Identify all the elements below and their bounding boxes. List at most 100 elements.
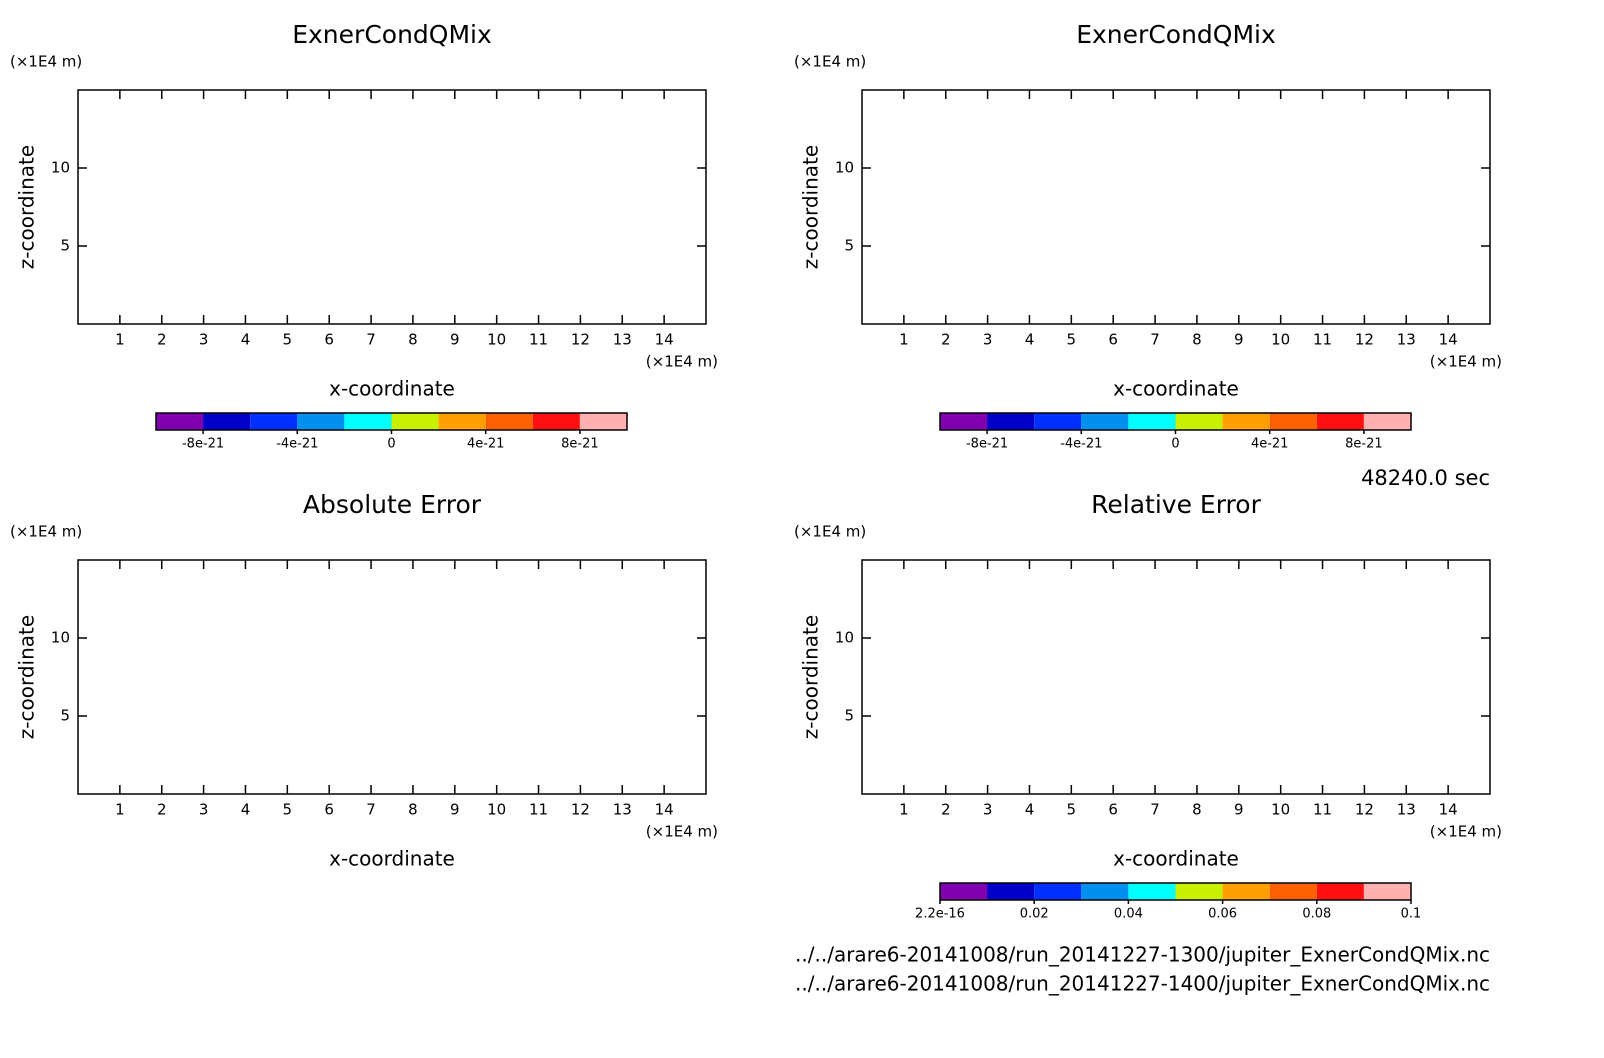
file-path: ../../arare6-20141008/run_20141227-1300/…: [795, 943, 1490, 967]
colorbar-swatch: [250, 413, 298, 430]
colorbar-tick-label: 2.2e-16: [915, 907, 965, 922]
x-axis-label: x-coordinate: [1113, 847, 1239, 871]
x-tick-label: 6: [1108, 801, 1118, 819]
y-tick-label: 10: [835, 159, 854, 177]
colorbar-tick-label: 0.08: [1302, 907, 1331, 922]
colorbar-swatch: [1081, 883, 1129, 900]
colorbar-tick-label: 8e-21: [1345, 437, 1383, 452]
y-tick-label: 5: [60, 237, 70, 255]
colorbar-swatch: [1128, 883, 1176, 900]
colorbar-swatch: [940, 883, 988, 900]
x-unit: (×1E4 m): [1430, 353, 1502, 371]
x-tick-label: 2: [157, 331, 167, 349]
colorbar-swatch: [1128, 413, 1176, 430]
colorbar-swatch: [297, 413, 345, 430]
panel-title: ExnerCondQMix: [1076, 20, 1276, 49]
x-tick-label: 11: [529, 331, 548, 349]
x-tick-label: 12: [571, 801, 590, 819]
x-tick-label: 8: [408, 801, 418, 819]
y-axis-label: z-coordinate: [799, 615, 823, 739]
x-tick-label: 1: [899, 801, 909, 819]
x-tick-label: 11: [1313, 801, 1332, 819]
x-tick-label: 6: [1108, 331, 1118, 349]
colorbar-tick-label: 0.04: [1114, 907, 1143, 922]
x-tick-label: 11: [1313, 331, 1332, 349]
x-tick-label: 9: [450, 331, 460, 349]
y-tick-label: 5: [60, 707, 70, 725]
x-unit: (×1E4 m): [646, 823, 718, 841]
x-tick-label: 13: [613, 331, 632, 349]
x-axis-label: x-coordinate: [329, 377, 455, 401]
colorbar-swatch: [1222, 413, 1270, 430]
panel: Relative Error(×1E4 m)1 2 3 4 5 6 7 8 9 10 11 12 13 1…: [794, 490, 1502, 922]
x-tick-label: 8: [1192, 801, 1202, 819]
x-tick-label: 7: [1150, 331, 1160, 349]
x-tick-label: 12: [1355, 331, 1374, 349]
colorbar-swatch: [1269, 413, 1317, 430]
colorbar-tick-label: 0.02: [1020, 907, 1049, 922]
colorbar-swatch: [1081, 413, 1129, 430]
x-tick-label: 2: [941, 331, 951, 349]
time-label: 48240.0 sec: [1361, 466, 1490, 490]
colorbar-swatch: [1222, 883, 1270, 900]
x-tick-label: 10: [1271, 331, 1290, 349]
y-tick-label: 10: [51, 629, 70, 647]
x-tick-label: 9: [1234, 331, 1244, 349]
x-tick-label: 3: [199, 331, 209, 349]
colorbar-swatch: [579, 413, 627, 430]
colorbar-swatch: [1175, 883, 1223, 900]
x-tick-label: 10: [1271, 801, 1290, 819]
x-tick-label: 3: [983, 801, 993, 819]
x-tick-label: 7: [366, 331, 376, 349]
x-tick-label: 14: [655, 801, 674, 819]
x-axis-label: x-coordinate: [329, 847, 455, 871]
colorbar-swatch: [1316, 413, 1364, 430]
x-unit: (×1E4 m): [646, 353, 718, 371]
x-tick-label: 14: [655, 331, 674, 349]
x-tick-label: 10: [487, 331, 506, 349]
x-tick-label: 11: [529, 801, 548, 819]
x-tick-label: 9: [1234, 801, 1244, 819]
x-tick-label: 2: [157, 801, 167, 819]
colorbar-tick-label: -4e-21: [276, 437, 318, 452]
x-tick-label: 13: [613, 801, 632, 819]
colorbar-tick-label: -8e-21: [182, 437, 224, 452]
x-tick-label: 5: [1067, 331, 1077, 349]
colorbar-swatch: [1034, 413, 1082, 430]
x-tick-label: 9: [450, 801, 460, 819]
colorbar-swatch: [1363, 413, 1411, 430]
x-tick-label: 5: [283, 801, 293, 819]
plot-frame: [861, 89, 1491, 325]
x-tick-label: 1: [115, 801, 125, 819]
colorbar-swatch: [438, 413, 486, 430]
y-tick-label: 10: [835, 629, 854, 647]
x-tick-label: 4: [241, 801, 251, 819]
colorbar-swatch: [391, 413, 439, 430]
panel: ExnerCondQMix(×1E4 m)1 2 3 4 5 6 7 8 9 10 11 12 13 14…: [794, 20, 1502, 452]
x-tick-label: 1: [899, 331, 909, 349]
x-tick-label: 2: [941, 801, 951, 819]
panel-title: ExnerCondQMix: [292, 20, 492, 49]
colorbar-tick-label: 0: [1171, 437, 1179, 452]
x-tick-label: 8: [408, 331, 418, 349]
y-axis-label: z-coordinate: [15, 615, 39, 739]
colorbar-tick-label: 0.1: [1401, 907, 1422, 922]
panel-title: Relative Error: [1091, 490, 1261, 519]
colorbar-tick-label: -4e-21: [1060, 437, 1102, 452]
colorbar-swatch: [940, 413, 988, 430]
x-tick-label: 3: [983, 331, 993, 349]
y-unit: (×1E4 m): [794, 53, 866, 71]
colorbar-frame: [939, 882, 1412, 901]
x-tick-label: 12: [1355, 801, 1374, 819]
x-tick-label: 6: [324, 331, 334, 349]
panel: ExnerCondQMix(×1E4 m)1 2 3 4 5 6 7 8 9 10 11 12 13 14…: [10, 20, 718, 452]
y-tick-label: 5: [844, 707, 854, 725]
colorbar-tick-label: -8e-21: [966, 437, 1008, 452]
x-tick-label: 7: [1150, 801, 1160, 819]
x-tick-label: 14: [1439, 331, 1458, 349]
x-tick-label: 13: [1397, 331, 1416, 349]
colorbar-swatch: [1363, 883, 1411, 900]
colorbar-tick-label: 8e-21: [561, 437, 599, 452]
x-tick-label: 14: [1439, 801, 1458, 819]
